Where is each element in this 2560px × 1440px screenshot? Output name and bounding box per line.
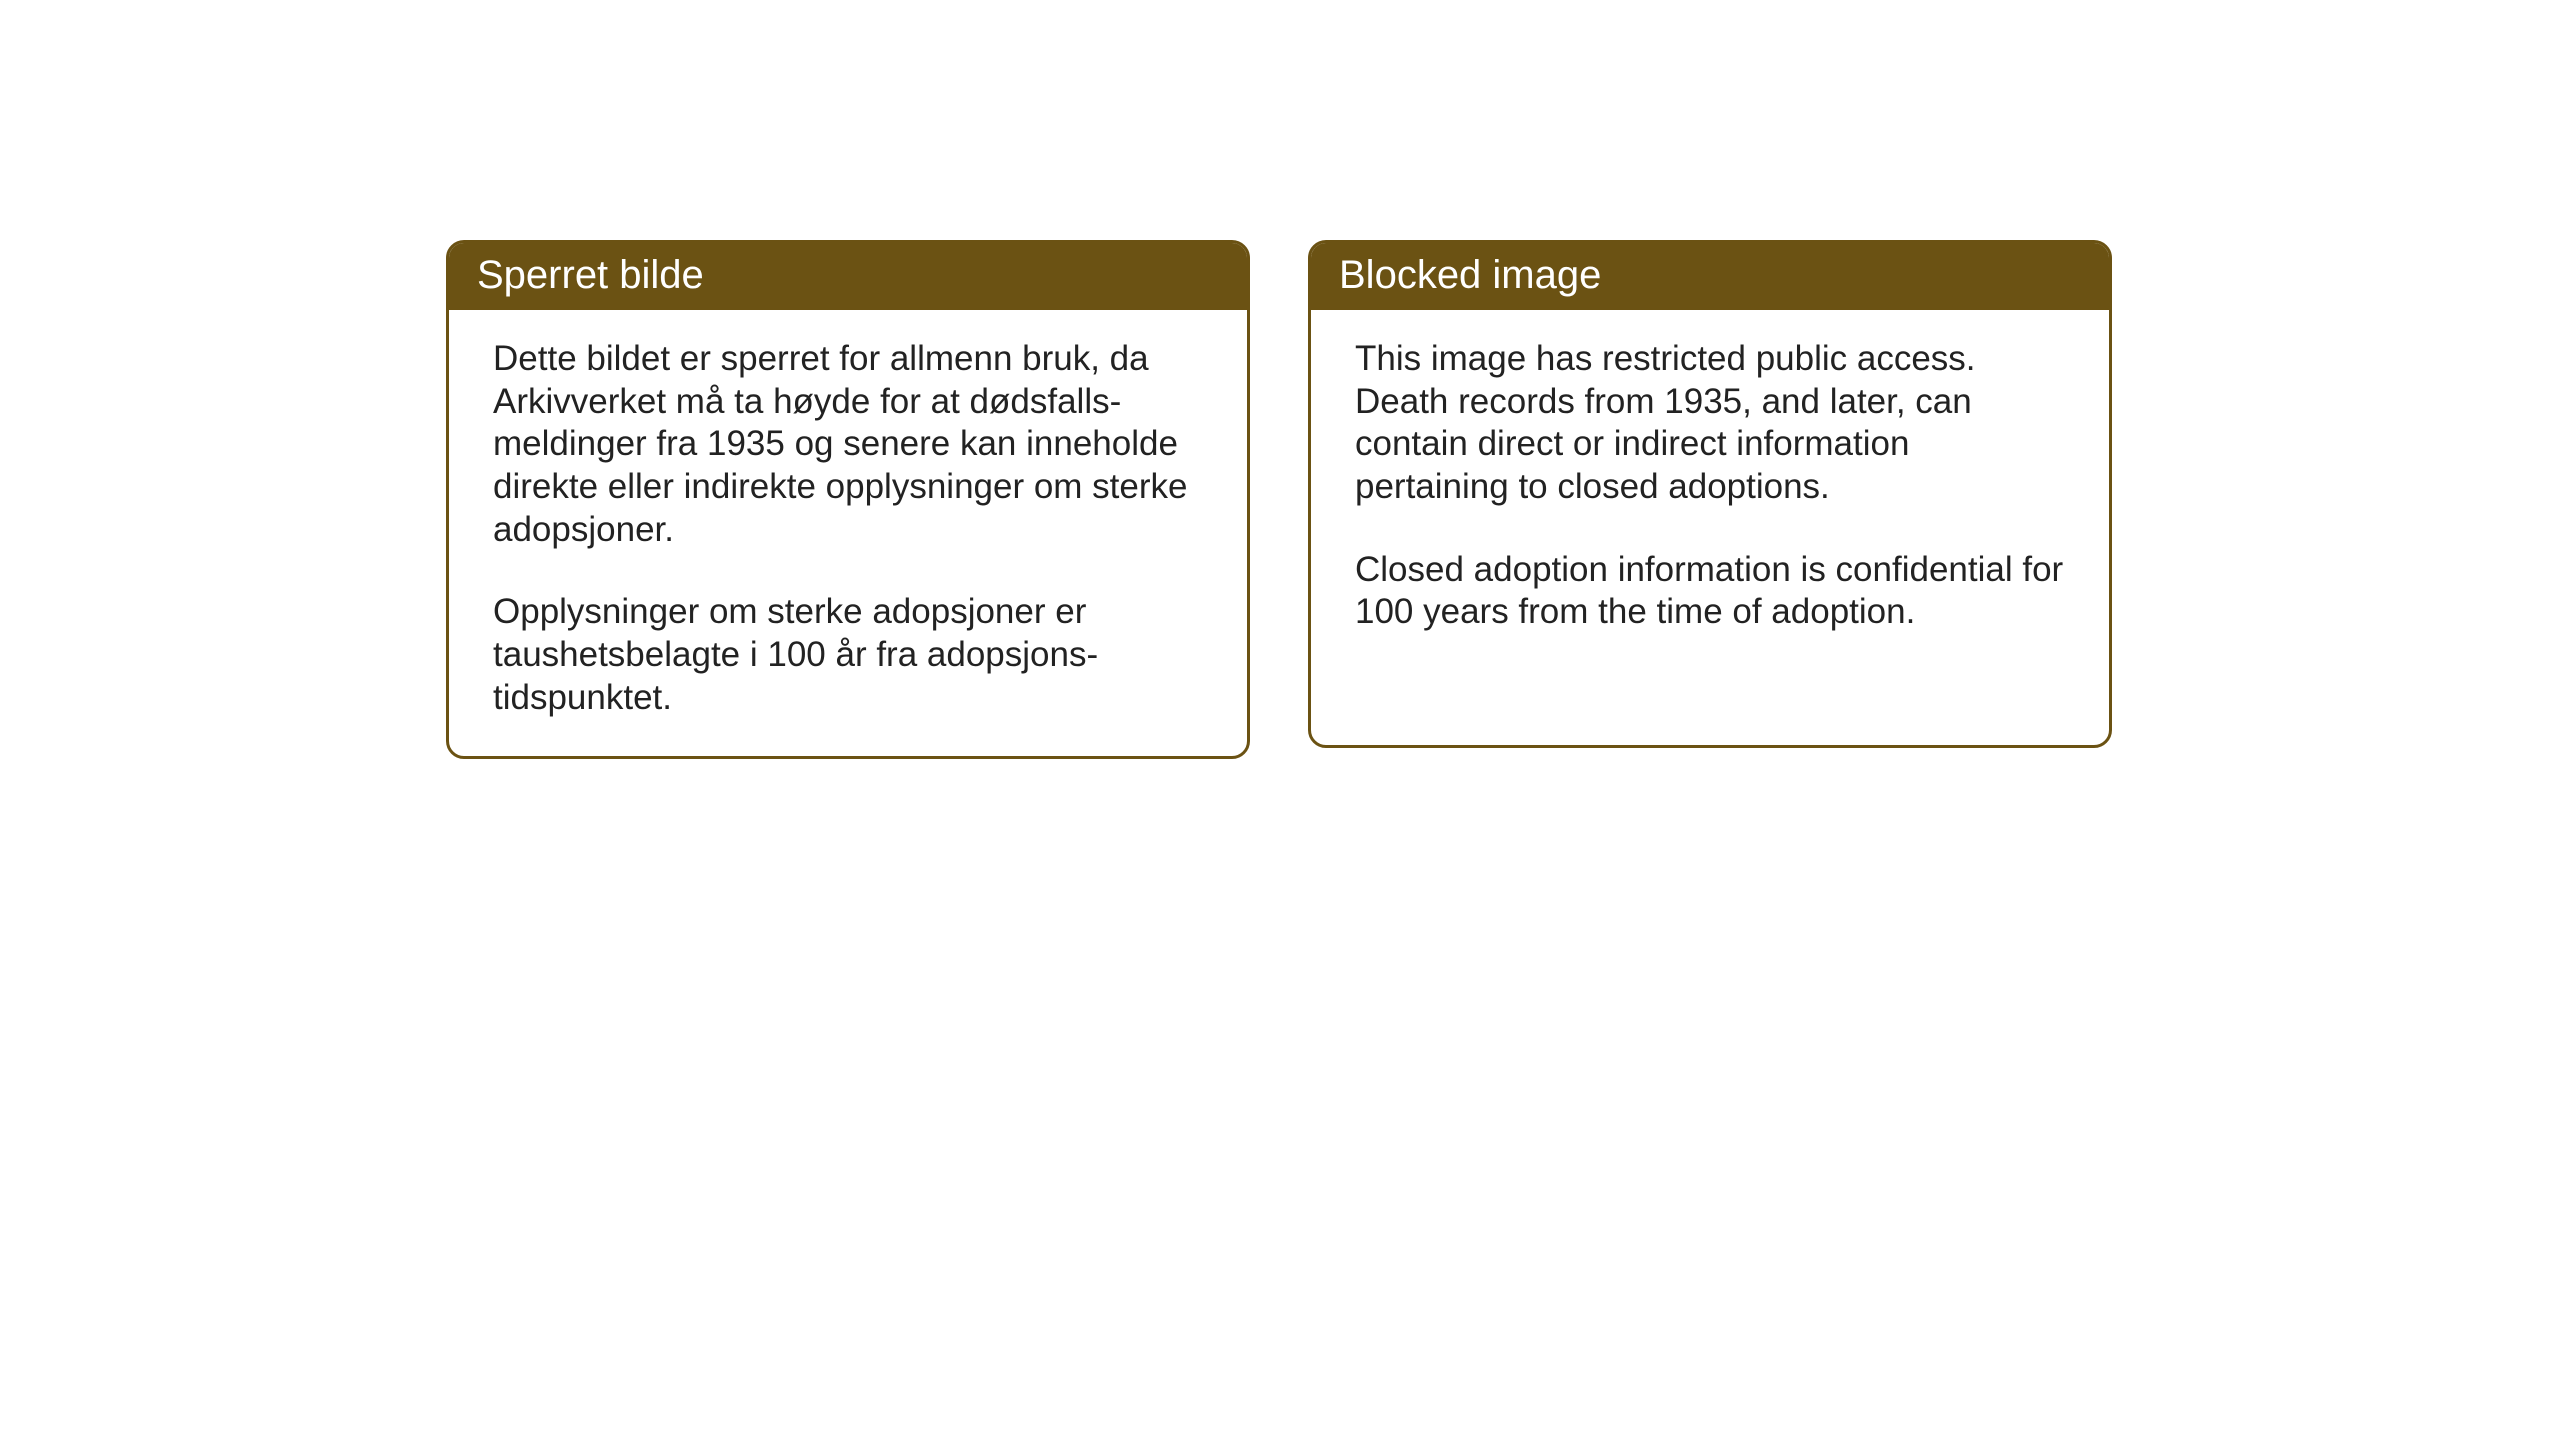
notice-container: Sperret bilde Dette bildet er sperret fo… — [446, 240, 2112, 759]
card-title-norwegian: Sperret bilde — [477, 253, 704, 297]
card-body-norwegian: Dette bildet er sperret for allmenn bruk… — [449, 310, 1247, 756]
card-paragraph-english-2: Closed adoption information is confident… — [1355, 549, 2065, 634]
card-title-english: Blocked image — [1339, 253, 1601, 297]
card-paragraph-norwegian-1: Dette bildet er sperret for allmenn bruk… — [493, 338, 1203, 551]
card-header-norwegian: Sperret bilde — [449, 243, 1247, 310]
card-body-english: This image has restricted public access.… — [1311, 310, 2109, 670]
notice-card-norwegian: Sperret bilde Dette bildet er sperret fo… — [446, 240, 1250, 759]
card-paragraph-norwegian-2: Opplysninger om sterke adopsjoner er tau… — [493, 591, 1203, 719]
card-header-english: Blocked image — [1311, 243, 2109, 310]
notice-card-english: Blocked image This image has restricted … — [1308, 240, 2112, 748]
card-paragraph-english-1: This image has restricted public access.… — [1355, 338, 2065, 509]
